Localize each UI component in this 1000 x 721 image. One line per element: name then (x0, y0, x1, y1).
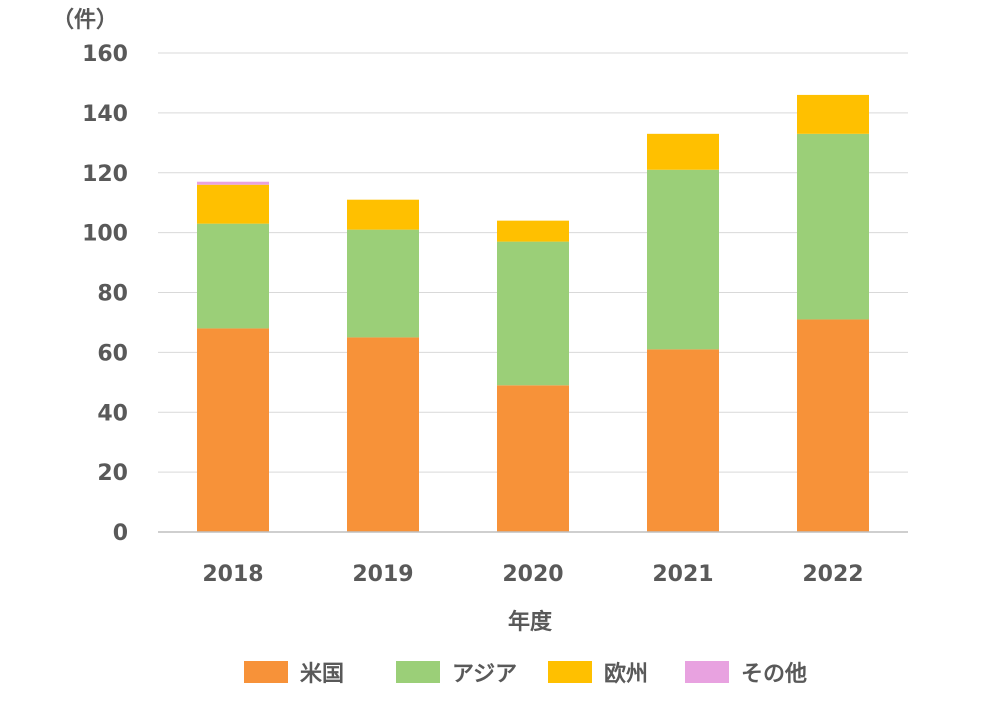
bar-2019-series-1 (347, 229, 419, 338)
legend-swatch-1 (396, 661, 440, 683)
legend-label-2: 欧州 (604, 661, 648, 687)
bar-2022-series-2 (797, 94, 869, 134)
x-tick-label-2021: 2021 (652, 562, 713, 587)
legend-swatch-2 (548, 661, 592, 683)
y-tick-label-120: 120 (82, 162, 128, 187)
y-tick-label-140: 140 (82, 102, 128, 127)
y-tick-label-0: 0 (113, 521, 128, 546)
y-axis-ticks: 0 20 40 60 80 100 120 140 160 (82, 42, 128, 546)
x-tick-label-2020: 2020 (502, 562, 563, 587)
legend-label-3: その他 (741, 662, 807, 687)
y-tick-label-100: 100 (82, 222, 128, 247)
x-axis-title: 年度 (508, 609, 553, 635)
bar-2021-series-2 (647, 133, 719, 170)
bar-2019-series-0 (347, 337, 419, 532)
bar-2020-series-0 (497, 385, 569, 532)
bar-2020-series-2 (497, 220, 569, 242)
legend: 米国 アジア 欧州 その他 (244, 661, 807, 687)
bar-series (197, 94, 869, 532)
y-tick-label-40: 40 (97, 401, 128, 426)
y-axis-unit-label: （件） (52, 8, 118, 33)
bar-2018-series-1 (197, 223, 269, 329)
x-axis-ticks: 2018 2019 2020 2021 2022 (202, 562, 863, 587)
x-tick-label-2019: 2019 (352, 562, 413, 587)
bar-2021-series-0 (647, 349, 719, 532)
bar-2018-series-3 (197, 181, 269, 185)
y-tick-label-20: 20 (97, 461, 128, 486)
bar-2022-series-0 (797, 319, 869, 532)
legend-label-0: 米国 (300, 662, 344, 687)
bar-2019-series-2 (347, 199, 419, 230)
bar-2021-series-1 (647, 169, 719, 350)
x-tick-label-2022: 2022 (802, 562, 863, 587)
x-tick-label-2018: 2018 (202, 562, 263, 587)
legend-swatch-0 (244, 661, 288, 683)
legend-label-1: アジア (452, 662, 517, 687)
bar-2020-series-1 (497, 241, 569, 386)
bar-2018-series-2 (197, 184, 269, 224)
y-tick-label-60: 60 (97, 341, 128, 366)
legend-swatch-3 (685, 661, 729, 683)
y-tick-label-160: 160 (82, 42, 128, 67)
bar-2018-series-0 (197, 328, 269, 532)
bar-2022-series-1 (797, 133, 869, 320)
y-tick-label-80: 80 (97, 282, 128, 307)
